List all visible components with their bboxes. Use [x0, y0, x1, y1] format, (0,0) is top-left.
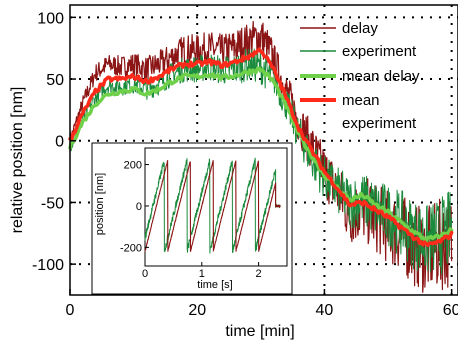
- x-tick-label: 20: [188, 302, 206, 319]
- inset-chart: 0 1 2 200 0 -200 time [s] position [nm]: [91, 142, 293, 295]
- series-delay: [69, 20, 453, 293]
- inset-y-axis-title: position [nm]: [94, 173, 106, 235]
- inset-x-axis-title: time [s]: [197, 279, 232, 291]
- inset-series: [144, 147, 288, 267]
- inset-ticks: 0 1 2 200 0 -200: [120, 160, 262, 280]
- legend-label-experiment: experiment: [342, 43, 417, 60]
- main-series: [68, 20, 454, 293]
- main-plot-frame: [69, 4, 458, 296]
- legend-label-mean-experiment-line2: experiment: [342, 115, 417, 132]
- legend-label-mean-experiment: mean: [342, 92, 380, 109]
- inset-background: [91, 142, 293, 295]
- series-experiment: [69, 48, 453, 275]
- series-mean-experiment: [68, 47, 454, 248]
- series-mean-delay: [68, 66, 454, 243]
- inset-x-tick-label: 0: [142, 268, 148, 280]
- x-axis-title: time [min]: [225, 323, 294, 340]
- x-tick-label: 60: [443, 302, 458, 319]
- legend: delay experiment mean delay mean experim…: [300, 20, 420, 132]
- y-tick-label: 100: [37, 10, 64, 27]
- legend-label-delay: delay: [342, 20, 378, 37]
- inset-y-tick-label: -200: [120, 242, 142, 254]
- inset-x-tick-label: 2: [256, 268, 262, 280]
- y-axis-title: relative position [nm]: [9, 87, 26, 234]
- inset-y-tick-label: 0: [136, 201, 142, 213]
- inset-series-delay: [144, 160, 281, 253]
- inset-x-tick-label: 1: [199, 268, 205, 280]
- y-tick-label: -100: [32, 257, 64, 274]
- inset-y-tick-label: 200: [124, 160, 142, 172]
- y-tick-label: -50: [41, 195, 64, 212]
- x-tick-label: 0: [66, 302, 75, 319]
- y-tick-label: 0: [55, 134, 64, 151]
- legend-label-mean-delay: mean delay: [342, 68, 420, 85]
- inset-plot-frame: [144, 147, 288, 267]
- y-tick-label: 50: [46, 72, 64, 89]
- x-tick-label: 40: [316, 302, 334, 319]
